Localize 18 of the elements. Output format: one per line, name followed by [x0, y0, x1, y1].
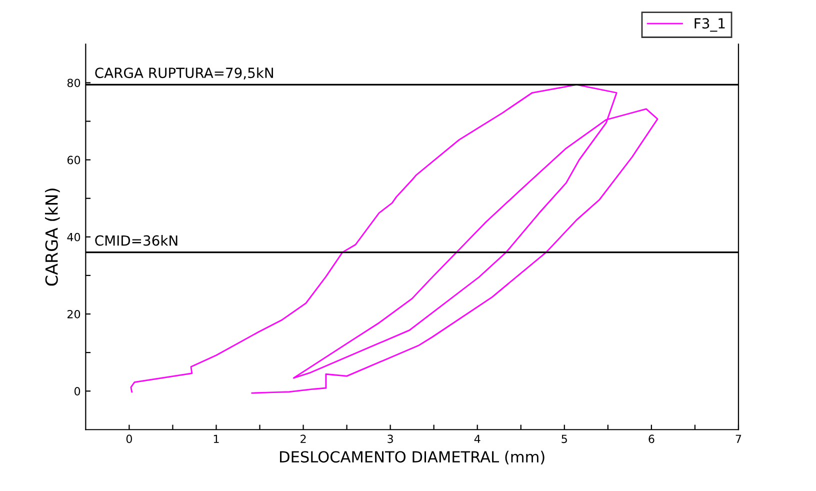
x-tick-label: 7 — [736, 434, 742, 443]
y-axis-title: CARGA (kN) — [44, 188, 60, 286]
y-tick-label: 40 — [67, 232, 80, 242]
y-tick-label: 0 — [74, 387, 80, 396]
y-tick-label: 60 — [67, 156, 80, 164]
x-tick-label: 4 — [474, 434, 480, 443]
x-axis-title: DESLOCAMENTO DIAMETRAL (mm) — [280, 450, 544, 464]
y-tick-label: 20 — [67, 310, 80, 318]
legend-label: F3_1 — [694, 18, 725, 32]
x-tick-label: 3 — [388, 434, 393, 444]
x-tick-label: 2 — [300, 434, 306, 443]
x-tick-label: 0 — [126, 434, 132, 444]
ref-line-label: CARGA RUPTURA=79,5kN — [95, 67, 273, 80]
x-tick-label: 6 — [648, 434, 654, 444]
y-tick-label: 80 — [67, 78, 80, 88]
x-tick-label: 5 — [562, 434, 567, 444]
x-tick-label: 1 — [214, 434, 219, 443]
ref-line-label: CMID=36kN — [95, 235, 178, 246]
